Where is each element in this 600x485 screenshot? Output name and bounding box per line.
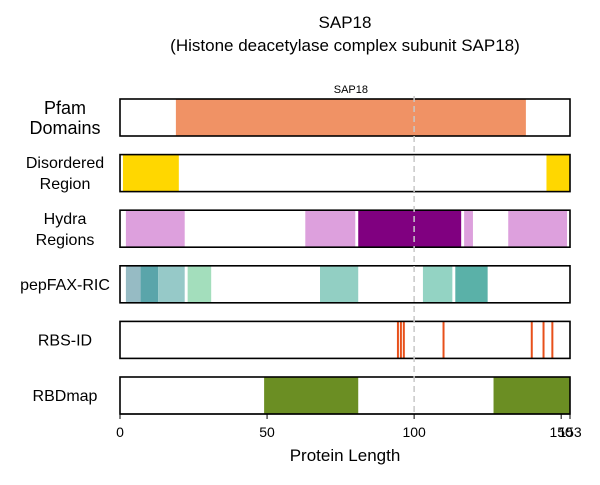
track-label: pepFAX-RIC [20,277,110,294]
x-axis-label: Protein Length [290,446,401,465]
track-4: RBS-ID [38,320,571,360]
segment [264,377,359,414]
x-tick-label: 153 [558,424,582,440]
track-frame [119,320,571,360]
x-tick-label: 100 [402,424,426,440]
track-1: Disordered Region [26,153,571,193]
segment [140,265,159,303]
x-tick-label: 0 [116,424,124,440]
track-label: Region [40,176,91,193]
track-frame [119,264,571,304]
track-frame [119,209,571,248]
segment [320,265,359,303]
track-3: pepFAX-RIC [20,264,571,304]
x-tick-label: 150 [549,424,573,440]
track-label: Hydra [44,211,87,228]
track-label: RBS-ID [38,333,92,350]
x-tick-label: 50 [259,424,275,440]
track-label: Disordered [26,155,104,172]
segment [122,154,179,192]
track-label: Regions [36,232,95,249]
segment [455,265,488,303]
segment [125,265,141,303]
segment [546,154,570,192]
track-frame [119,153,571,193]
track-label: Pfam [44,98,86,118]
segment [358,210,462,248]
track-label: Domains [29,118,100,138]
segment-label: SAP18 [334,84,368,96]
segment [125,210,185,248]
chart-subtitle: (Histone deacetylase complex subunit SAP… [170,36,520,55]
chart-title: SAP18 [319,13,372,32]
track-label: RBDmap [33,388,98,405]
segment [158,265,185,303]
track-frame [119,98,571,137]
track-5: RBDmap [33,376,571,415]
segment [175,99,526,136]
segment [187,265,212,303]
segment [464,210,473,248]
segment [422,265,453,303]
segment [508,210,568,248]
segment [305,210,356,248]
segment [493,377,570,414]
track-2: Hydra Regions [36,209,571,249]
